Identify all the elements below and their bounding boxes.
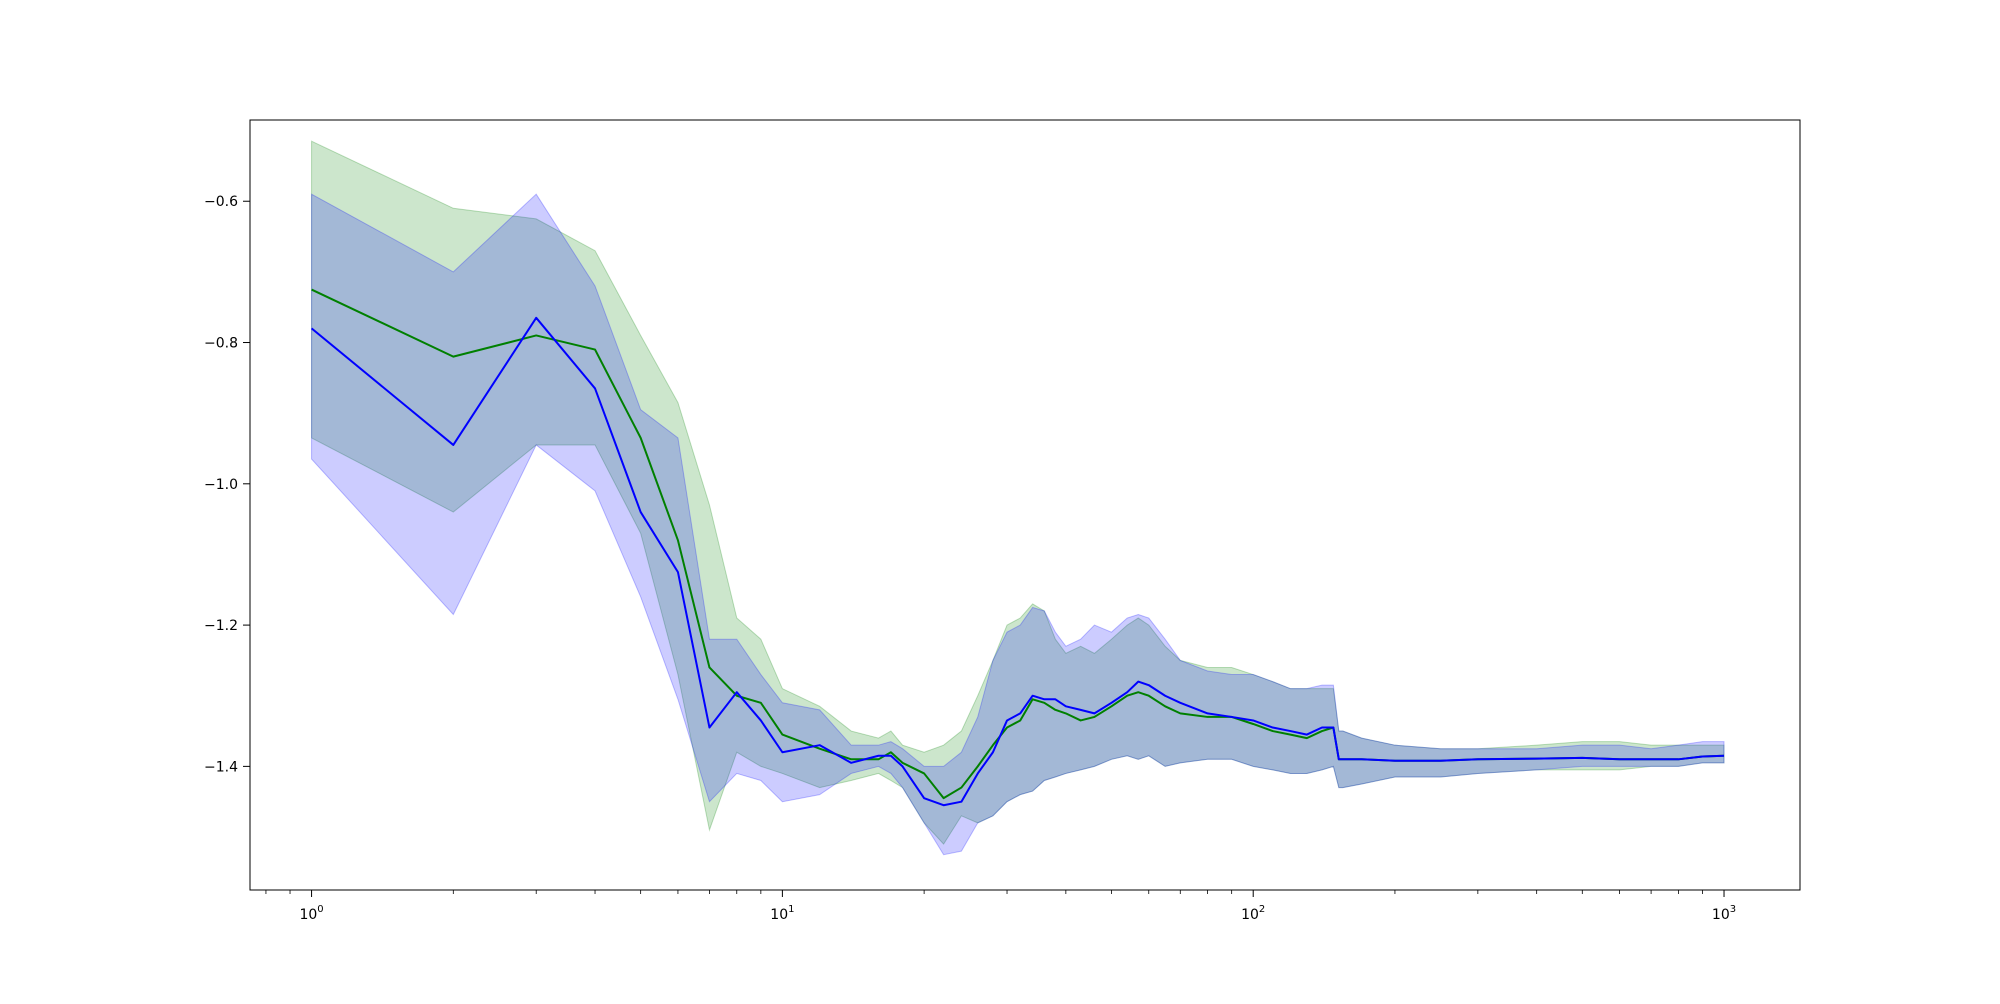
x-tick-label: 102 [1241,904,1265,923]
x-tick-label-exponent: 2 [1259,904,1265,915]
x-axis: 100 101 102 103 [265,890,1736,923]
x-tick-label-exponent: 3 [1730,904,1736,915]
series-line-1 [310,316,1725,807]
series-lines [310,288,1725,807]
confidence-bands [311,140,1725,856]
confidence-band-0 [311,140,1725,845]
x-tick-label-exponent: 1 [788,904,794,915]
y-tick-label: −0.8 [204,336,238,352]
x-tick-label: 100 [299,904,323,923]
y-tick-label: −1.4 [204,759,238,775]
y-tick-label: −1.2 [204,618,238,634]
x-tick-label: 103 [1712,904,1736,923]
x-tick-label-base: 10 [299,907,317,923]
y-tick-label: −1.0 [204,477,238,493]
y-axis: −0.6 −0.8 −1.0 −1.2 −1.4 [204,194,250,775]
x-tick-label-base: 10 [770,907,788,923]
x-tick-label-base: 10 [1712,907,1730,923]
x-tick-label: 101 [770,904,794,923]
plot-frame [249,119,1801,891]
x-tick-label-exponent: 0 [317,904,323,915]
confidence-band-1 [311,193,1725,856]
y-tick-label: −0.6 [204,194,238,210]
x-tick-label-base: 10 [1241,907,1259,923]
